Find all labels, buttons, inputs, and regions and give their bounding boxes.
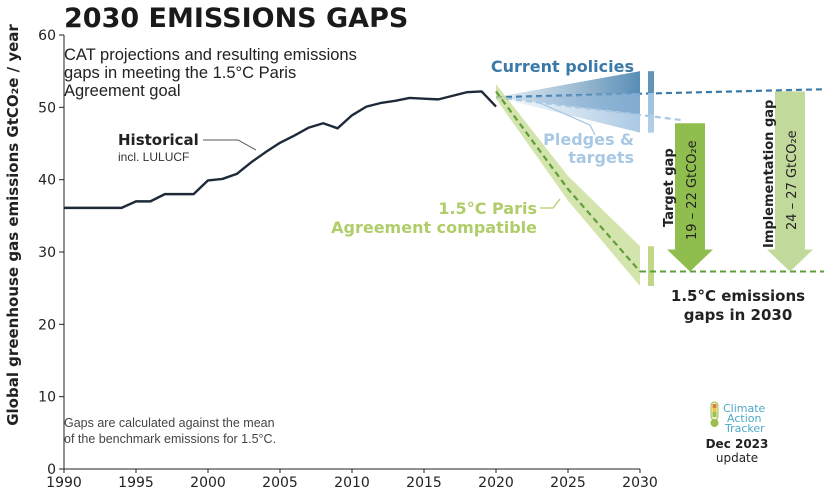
historical-sublabel: incl. LULUCF bbox=[118, 150, 189, 164]
y-tick-label: 60 bbox=[38, 28, 56, 44]
y-tick-label: 20 bbox=[38, 317, 56, 333]
gaps-2030-label-line-1: 1.5°C emissions bbox=[671, 287, 805, 305]
x-tick-label: 2030 bbox=[622, 475, 658, 491]
x-tick-label: 2005 bbox=[262, 475, 298, 491]
paris-leader-line bbox=[540, 198, 561, 209]
logo-update: update bbox=[716, 451, 758, 465]
pledges-targets-line bbox=[495, 96, 685, 122]
target-gap-arrow bbox=[667, 123, 713, 272]
x-axis-ticks: 1990 1995 2000 2005 2010 2015 2020 2025 2030 bbox=[46, 469, 658, 491]
paris-label-line-1: 1.5°C Paris bbox=[438, 199, 537, 218]
y-tick-label: 40 bbox=[38, 173, 56, 189]
x-tick-label: 2000 bbox=[190, 475, 226, 491]
x-tick-label: 1995 bbox=[118, 475, 154, 491]
implementation-gap-value: 24 – 27 GtCO₂e bbox=[785, 130, 800, 230]
chart-title: 2030 EMISSIONS GAPS bbox=[64, 3, 408, 34]
logo-text-tracker: Tracker bbox=[724, 422, 765, 435]
logo-date: Dec 2023 bbox=[706, 437, 769, 451]
footnote-line-1: Gaps are calculated against the mean bbox=[64, 416, 275, 430]
logo-text-action: Action bbox=[727, 412, 761, 425]
x-tick-label: 2015 bbox=[406, 475, 442, 491]
y-tick-label: 30 bbox=[38, 245, 56, 261]
historical-leader-line bbox=[203, 139, 257, 151]
target-gap-value: 19 – 22 GtCO₂e bbox=[685, 140, 700, 240]
x-tick-label: 2010 bbox=[334, 475, 370, 491]
pledges-targets-range bbox=[496, 92, 640, 133]
climate-action-tracker-logo: Climate Action Tracker Dec 2023 update bbox=[706, 401, 769, 465]
target-gap-label: Target gap bbox=[662, 148, 677, 227]
pledges-targets-layer bbox=[495, 92, 685, 133]
pledges-targets-range-bar bbox=[648, 92, 654, 133]
implementation-gap-label: Implementation gap bbox=[762, 100, 777, 248]
subtitle-line-2: gaps in meeting the 1.5°C Paris bbox=[64, 64, 296, 82]
historical-layer bbox=[64, 90, 497, 210]
paris-range bbox=[496, 84, 640, 286]
y-tick-label: 50 bbox=[38, 100, 56, 116]
pledges-targets-label-line-1: Pledges & bbox=[543, 130, 634, 149]
gaps-2030-label-line-2: gaps in 2030 bbox=[684, 306, 793, 324]
y-tick-label: 0 bbox=[47, 462, 56, 478]
paris-pathway-line bbox=[495, 90, 641, 273]
implementation-gap-arrow bbox=[767, 91, 813, 272]
logo-text-climate: Climate bbox=[723, 402, 766, 415]
y-tick-label: 10 bbox=[38, 390, 56, 406]
x-tick-label: 2020 bbox=[478, 475, 514, 491]
y-axis-ticks: 0 10 20 30 40 50 60 bbox=[38, 28, 64, 478]
pledges-leader-line bbox=[539, 102, 596, 136]
paris-range-bar bbox=[648, 246, 654, 286]
current-policies-label: Current policies bbox=[491, 57, 634, 76]
footnote-line-2: of the benchmark emissions for 1.5°C. bbox=[64, 432, 276, 446]
paris-label-line-2: Agreement compatible bbox=[331, 218, 537, 237]
x-tick-label: 1990 bbox=[46, 475, 82, 491]
subtitle-line-3: Agreement goal bbox=[64, 82, 181, 100]
gaps-layer bbox=[667, 91, 813, 272]
thermometer-icon bbox=[710, 401, 719, 427]
x-tick-label: 2025 bbox=[550, 475, 586, 491]
y-axis-label: Global greenhouse gas emissions GtCO₂e /… bbox=[4, 24, 22, 426]
pledges-targets-label-line-2: targets bbox=[568, 148, 634, 167]
subtitle-line-1: CAT projections and resulting emissions bbox=[64, 46, 357, 64]
paris-pathway-layer bbox=[495, 84, 824, 286]
historical-line bbox=[64, 90, 497, 210]
historical-label: Historical bbox=[118, 131, 199, 149]
